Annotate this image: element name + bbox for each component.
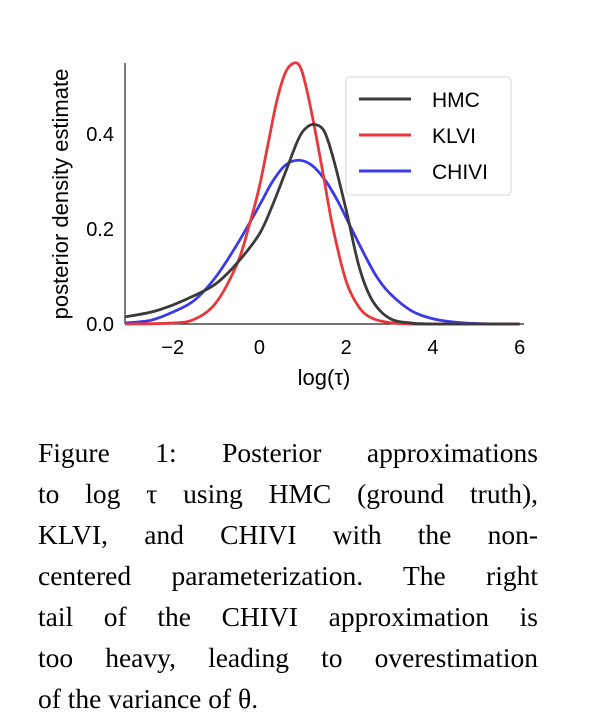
y-tick-label: 0.2 bbox=[86, 219, 114, 241]
caption-line: of the variance of θ. bbox=[38, 683, 259, 714]
caption-line: Figure 1: Posterior approximations bbox=[38, 437, 538, 468]
x-tick-label: 4 bbox=[427, 337, 438, 359]
y-tick-label: 0.4 bbox=[86, 124, 114, 146]
series-lines bbox=[124, 61, 520, 326]
figure-caption: Figure 1: Posterior approximations to lo… bbox=[38, 432, 538, 719]
caption-line: KLVI, and CHIVI with the non- bbox=[38, 519, 538, 550]
series-line-hmc bbox=[124, 122, 520, 326]
x-tick-label: 2 bbox=[341, 337, 352, 359]
legend: HMC KLVI CHIVI bbox=[345, 76, 512, 196]
series-line-klvi bbox=[124, 61, 520, 326]
x-axis-title: log(τ) bbox=[298, 365, 351, 390]
y-axis-title: posterior density estimate bbox=[48, 69, 73, 320]
caption-line: too heavy, leading to overestimation bbox=[38, 642, 538, 673]
x-tick-label: 0 bbox=[254, 337, 265, 359]
legend-label-hmc: HMC bbox=[432, 89, 480, 112]
x-tick-label: 6 bbox=[514, 337, 525, 359]
x-tick-label: −2 bbox=[161, 337, 184, 359]
legend-label-chivi: CHIVI bbox=[432, 161, 488, 184]
posterior-density-chart: −2 0 2 4 6 0.0 0.2 0.4 posterior density estima… bbox=[48, 61, 525, 390]
caption-line: centered parameterization. The right bbox=[38, 560, 538, 591]
y-tick-label: 0.0 bbox=[86, 314, 114, 336]
legend-label-klvi: KLVI bbox=[432, 125, 476, 148]
tick-labels: −2 0 2 4 6 0.0 0.2 0.4 bbox=[86, 124, 525, 359]
caption-line: tail of the CHIVI approximation is bbox=[38, 601, 538, 632]
legend-box bbox=[345, 76, 512, 196]
caption-line: to log τ using HMC (ground truth), bbox=[38, 478, 538, 509]
